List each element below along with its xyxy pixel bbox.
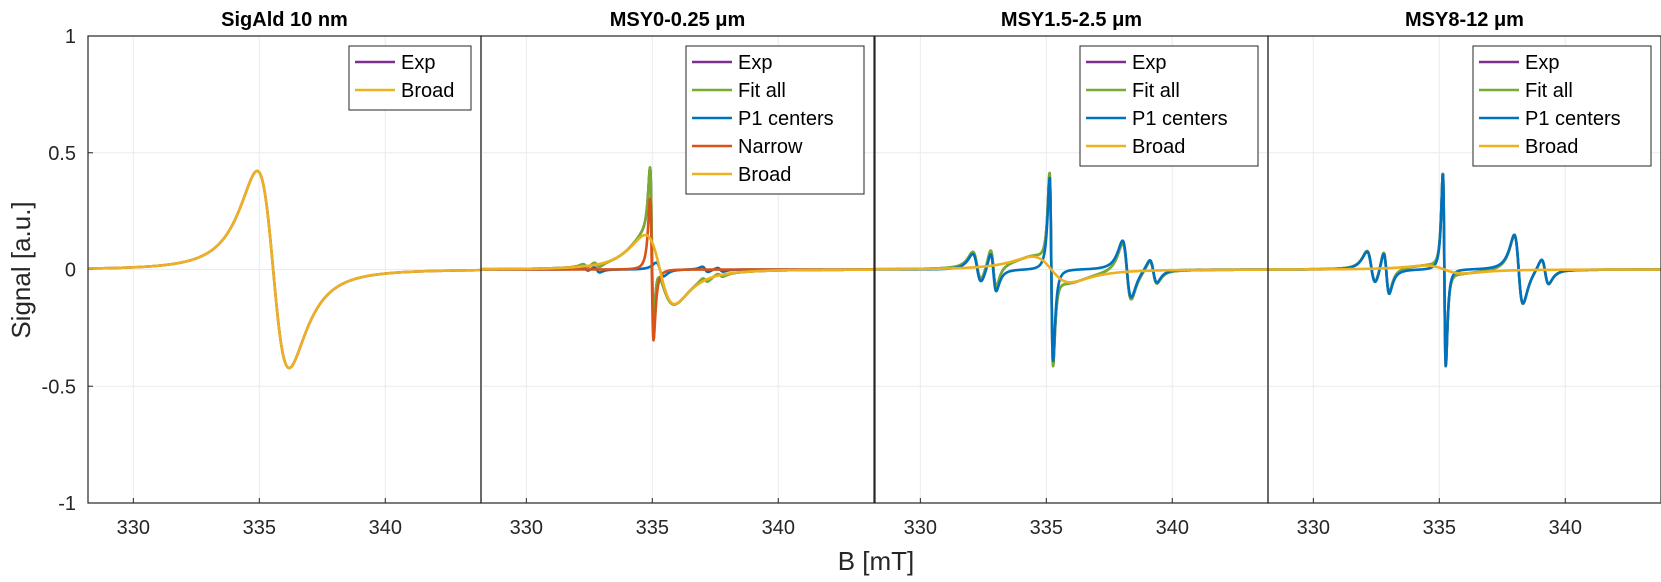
curves — [481, 166, 874, 342]
x-tick-label: 330 — [117, 517, 150, 539]
panel-title: SigAld 10 nm — [221, 9, 348, 31]
legend-label: Fit all — [1132, 80, 1180, 102]
panel-2: 330 335 340 MSY0-0.25 μm Exp Fit all P1 center… — [480, 9, 875, 539]
y-tick-label: -0.5 — [42, 376, 76, 398]
panels: 330 335 340 -1 -0.5 0 0.5 1 SigAld 10 nm Exp Broad… — [42, 9, 1661, 539]
panel-title: MSY8-12 μm — [1405, 9, 1524, 31]
legend-label: Broad — [1525, 136, 1578, 158]
panel-title: MSY1.5-2.5 μm — [1001, 9, 1142, 31]
legend-label: Broad — [401, 80, 454, 102]
y-tick-label: -1 — [58, 493, 76, 515]
y-tick-label: 0 — [65, 260, 76, 282]
x-tick-label: 335 — [636, 517, 669, 539]
legend: Exp Fit all P1 centers Narrow Broad — [685, 45, 865, 195]
panel-3: 330 335 340 MSY1.5-2.5 μm Exp Fit all P1 cente… — [874, 9, 1269, 539]
panel-1: 330 335 340 -1 -0.5 0 0.5 1 SigAld 10 nm Exp Broad — [42, 9, 482, 539]
legend: Exp Fit all P1 centers Broad — [1079, 45, 1259, 167]
curves — [88, 169, 481, 370]
legend-label: P1 centers — [738, 108, 834, 130]
panel-title: MSY0-0.25 μm — [610, 9, 746, 31]
x-axis-label: B [mT] — [838, 546, 915, 576]
legend-label: Exp — [738, 52, 772, 74]
plot-frame — [1267, 35, 1661, 504]
curves — [1268, 172, 1661, 368]
legend-label: Exp — [401, 52, 435, 74]
x-tick-label: 335 — [1423, 517, 1456, 539]
legend-label: Narrow — [738, 136, 803, 158]
series-broad — [88, 169, 481, 370]
x-tick-label: 335 — [243, 517, 276, 539]
legend-label: Broad — [738, 164, 791, 186]
legend-box — [685, 45, 865, 195]
curves — [875, 171, 1268, 368]
x-tick-label: 335 — [1030, 517, 1063, 539]
x-tick-label: 330 — [1297, 517, 1330, 539]
legend-label: P1 centers — [1132, 108, 1228, 130]
x-tick-label: 340 — [1549, 517, 1582, 539]
x-tick-label: 340 — [762, 517, 795, 539]
x-tick-label: 330 — [904, 517, 937, 539]
legend-label: Fit all — [1525, 80, 1573, 102]
x-tick-label: 330 — [510, 517, 543, 539]
x-tick-label: 340 — [1156, 517, 1189, 539]
legend-label: P1 centers — [1525, 108, 1621, 130]
series-broad — [1268, 264, 1661, 275]
series-broad — [875, 255, 1268, 284]
legend-label: Broad — [1132, 136, 1185, 158]
y-tick-label: 1 — [65, 26, 76, 48]
y-axis-label: Signal [a.u.] — [6, 201, 36, 338]
series-broad — [481, 233, 874, 306]
legend-label: Exp — [1132, 52, 1166, 74]
plot-frame — [480, 35, 875, 504]
legend: Exp Broad — [348, 45, 472, 111]
legend-box — [348, 45, 472, 111]
y-tick-label: 0.5 — [48, 143, 76, 165]
legend-label: Exp — [1525, 52, 1559, 74]
x-tick-label: 340 — [369, 517, 402, 539]
legend-label: Fit all — [738, 80, 786, 102]
legend: Exp Fit all P1 centers Broad — [1472, 45, 1652, 167]
